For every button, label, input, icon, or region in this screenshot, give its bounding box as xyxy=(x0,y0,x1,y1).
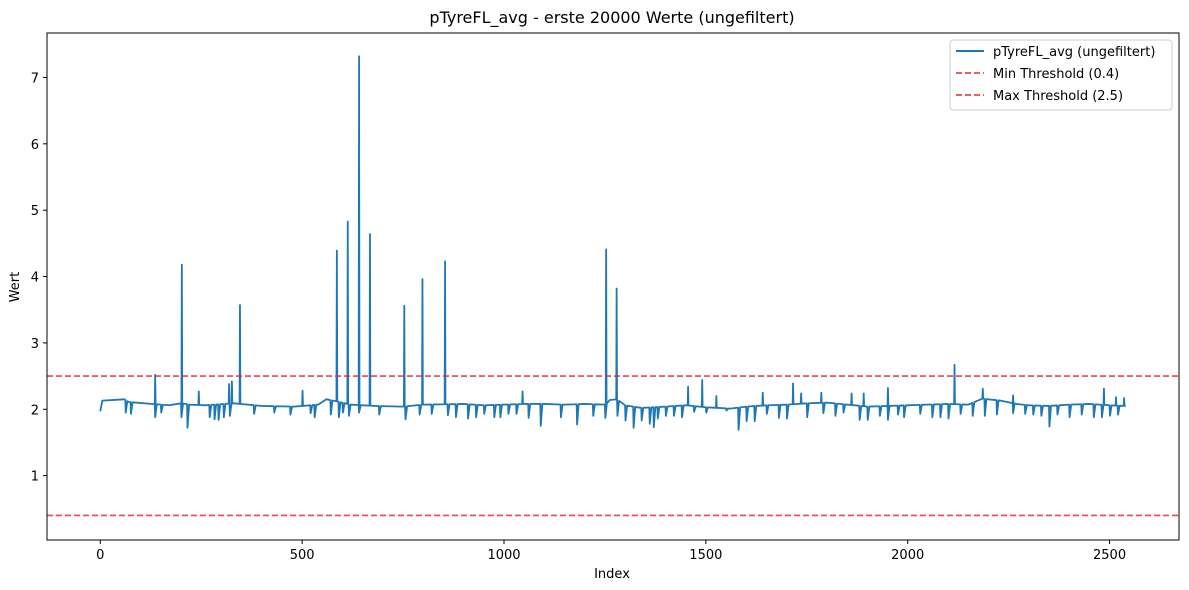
legend-label-max-threshold: Max Threshold (2.5) xyxy=(993,89,1123,104)
x-tick-label: 500 xyxy=(290,548,315,563)
legend-label-series: pTyreFL_avg (ungefiltert) xyxy=(993,45,1155,60)
x-tick-label: 0 xyxy=(96,548,104,563)
y-tick-label: 5 xyxy=(31,204,39,219)
x-axis: 0 500 1000 1500 2000 2500 xyxy=(96,540,1126,563)
y-tick-label: 7 xyxy=(31,71,39,86)
x-tick-label: 1000 xyxy=(487,548,520,563)
y-axis-label: Wert xyxy=(8,272,23,303)
chart-title: pTyreFL_avg - erste 20000 Werte (ungefil… xyxy=(429,8,794,28)
y-tick-label: 2 xyxy=(31,403,39,418)
y-axis: 1 2 3 4 5 6 7 xyxy=(31,71,47,485)
x-tick-label: 2000 xyxy=(891,548,924,563)
y-tick-label: 6 xyxy=(31,138,39,153)
x-axis-label: Index xyxy=(594,567,630,582)
y-tick-label: 3 xyxy=(31,337,39,352)
y-tick-label: 1 xyxy=(31,470,39,485)
plot-frame xyxy=(46,32,1180,541)
y-tick-label: 4 xyxy=(31,271,39,286)
legend-label-min-threshold: Min Threshold (0.4) xyxy=(993,67,1119,82)
series-line-ptyrefl-avg xyxy=(99,55,1126,431)
x-tick-label: 1500 xyxy=(689,548,722,563)
plot-area xyxy=(47,55,1179,517)
legend-box xyxy=(949,39,1173,111)
legend: pTyreFL_avg (ungefiltert) Min Threshold … xyxy=(949,39,1173,111)
x-tick-label: 2500 xyxy=(1093,548,1126,563)
